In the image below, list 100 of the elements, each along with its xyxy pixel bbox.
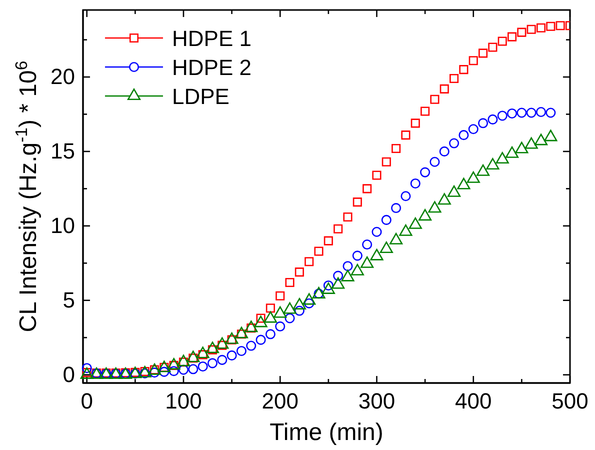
point [167,358,180,370]
point [265,329,276,340]
point [207,358,218,368]
point [302,293,316,305]
point [285,278,294,288]
point [430,94,440,104]
point [496,152,509,164]
point [516,108,527,118]
point [217,354,228,365]
point [536,23,546,32]
point [478,48,488,58]
point [400,191,411,202]
point [352,198,362,207]
point [401,130,410,140]
point [418,209,432,221]
point [508,32,517,42]
point [488,114,498,124]
point [264,311,277,323]
point [314,246,324,256]
point [450,74,459,84]
point [256,334,266,345]
point [420,106,430,116]
y-tick-label: 10 [50,212,75,238]
point [350,264,364,276]
point [284,313,295,324]
point [236,346,246,356]
point [341,270,354,282]
point [392,144,401,153]
point [333,270,344,281]
point [188,364,198,374]
point [449,138,460,148]
point [546,22,556,31]
x-tick-label: 200 [262,388,298,414]
point [275,321,286,332]
point [343,212,352,222]
point [459,65,468,74]
point [380,242,393,254]
point [556,21,565,30]
point [382,157,391,166]
point [478,118,488,128]
point [294,306,304,316]
x-tick-label: 300 [358,388,396,414]
point [458,130,469,140]
point [372,170,382,180]
point [381,214,392,225]
legend-label: HDPE 2 [172,55,252,80]
point [468,56,478,66]
point [226,350,237,360]
point [438,193,451,205]
point [439,146,450,156]
point [468,124,478,134]
point [440,84,449,94]
point [324,236,333,246]
point [225,332,238,344]
point [362,240,372,250]
point [488,42,498,52]
point [246,340,256,351]
y-tick-label: 20 [50,64,75,90]
point [486,158,500,170]
point [176,354,190,366]
point [186,350,200,362]
point [274,306,287,318]
point [362,184,372,194]
x-tick-label: 0 [80,388,93,414]
point [360,256,374,268]
point [234,326,248,338]
y-tick-label: 0 [62,362,75,387]
point [216,337,229,349]
point [159,366,170,377]
x-axis-title: Time (min) [270,419,384,446]
point [168,366,179,376]
point [498,36,507,46]
point [536,106,546,118]
point [507,108,518,118]
point [410,178,420,188]
x-tick-label: 500 [552,388,588,414]
x-tick-label: 100 [165,388,202,414]
legend-label: HDPE 1 [172,26,252,51]
y-tick-label: 5 [62,287,75,312]
y-tick-label: 15 [50,138,75,164]
point [546,108,556,118]
point [420,167,430,178]
point [526,108,536,118]
point [292,298,306,310]
point [497,110,508,121]
point [544,130,558,142]
point [283,302,296,314]
point [370,248,384,260]
point [430,156,440,167]
legend-label: LDPE [172,84,230,109]
point [352,250,362,261]
point [304,257,314,266]
point [254,316,268,328]
point [196,346,210,358]
point [149,368,160,378]
point [391,203,402,214]
point [372,226,382,237]
point [294,268,304,277]
point [244,320,258,332]
point [428,201,442,213]
